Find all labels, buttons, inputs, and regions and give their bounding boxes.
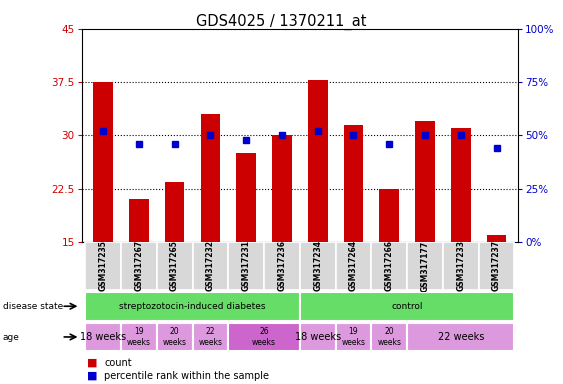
Bar bbox=[415, 121, 435, 242]
Bar bbox=[193, 323, 228, 351]
Text: 22
weeks: 22 weeks bbox=[198, 327, 222, 347]
Bar bbox=[85, 292, 300, 321]
Text: 19
weeks: 19 weeks bbox=[341, 327, 365, 347]
Text: GSM317266: GSM317266 bbox=[385, 240, 394, 291]
Text: count: count bbox=[104, 358, 132, 368]
Text: ■: ■ bbox=[87, 371, 98, 381]
Bar bbox=[193, 242, 228, 290]
Bar bbox=[200, 114, 220, 242]
Bar bbox=[165, 182, 185, 242]
Text: GDS4025 / 1370211_at: GDS4025 / 1370211_at bbox=[196, 13, 367, 30]
Bar bbox=[264, 242, 300, 290]
Bar bbox=[157, 242, 193, 290]
Bar bbox=[372, 323, 407, 351]
Text: 26
weeks: 26 weeks bbox=[252, 327, 276, 347]
Bar bbox=[236, 153, 256, 242]
Text: percentile rank within the sample: percentile rank within the sample bbox=[104, 371, 269, 381]
Text: 20
weeks: 20 weeks bbox=[163, 327, 186, 347]
Text: disease state: disease state bbox=[3, 301, 63, 311]
Bar bbox=[93, 82, 113, 242]
Bar bbox=[300, 323, 336, 351]
Bar bbox=[407, 242, 443, 290]
Bar bbox=[300, 292, 515, 321]
Text: GSM317234: GSM317234 bbox=[313, 240, 322, 291]
Bar bbox=[85, 242, 121, 290]
Bar bbox=[85, 323, 121, 351]
Bar bbox=[336, 323, 372, 351]
Bar bbox=[308, 80, 328, 242]
Bar bbox=[300, 242, 336, 290]
Bar bbox=[407, 323, 515, 351]
Text: GSM317235: GSM317235 bbox=[99, 240, 108, 291]
Text: GSM317267: GSM317267 bbox=[135, 240, 144, 291]
Bar bbox=[272, 136, 292, 242]
Bar bbox=[121, 242, 157, 290]
Bar bbox=[121, 323, 157, 351]
Text: 20
weeks: 20 weeks bbox=[377, 327, 401, 347]
Text: GSM317237: GSM317237 bbox=[492, 240, 501, 291]
Bar bbox=[372, 242, 407, 290]
Text: GSM317236: GSM317236 bbox=[278, 240, 287, 291]
Text: streptozotocin-induced diabetes: streptozotocin-induced diabetes bbox=[119, 302, 266, 311]
Text: GSM317233: GSM317233 bbox=[456, 240, 465, 291]
Text: 18 weeks: 18 weeks bbox=[80, 332, 126, 342]
Text: 18 weeks: 18 weeks bbox=[294, 332, 341, 342]
Bar bbox=[343, 125, 363, 242]
Bar bbox=[157, 323, 193, 351]
Text: GSM317177: GSM317177 bbox=[421, 240, 430, 291]
Bar bbox=[336, 242, 372, 290]
Bar bbox=[443, 242, 479, 290]
Text: 22 weeks: 22 weeks bbox=[437, 332, 484, 342]
Bar bbox=[228, 242, 264, 290]
Bar bbox=[129, 199, 149, 242]
Text: GSM317231: GSM317231 bbox=[242, 240, 251, 291]
Text: ■: ■ bbox=[87, 358, 98, 368]
Bar bbox=[479, 242, 515, 290]
Text: GSM317265: GSM317265 bbox=[170, 240, 179, 291]
Text: control: control bbox=[391, 302, 423, 311]
Bar bbox=[486, 235, 506, 242]
Bar bbox=[228, 323, 300, 351]
Bar bbox=[379, 189, 399, 242]
Bar bbox=[451, 128, 471, 242]
Text: GSM317264: GSM317264 bbox=[349, 240, 358, 291]
Text: GSM317232: GSM317232 bbox=[206, 240, 215, 291]
Text: 19
weeks: 19 weeks bbox=[127, 327, 151, 347]
Text: age: age bbox=[3, 333, 20, 342]
